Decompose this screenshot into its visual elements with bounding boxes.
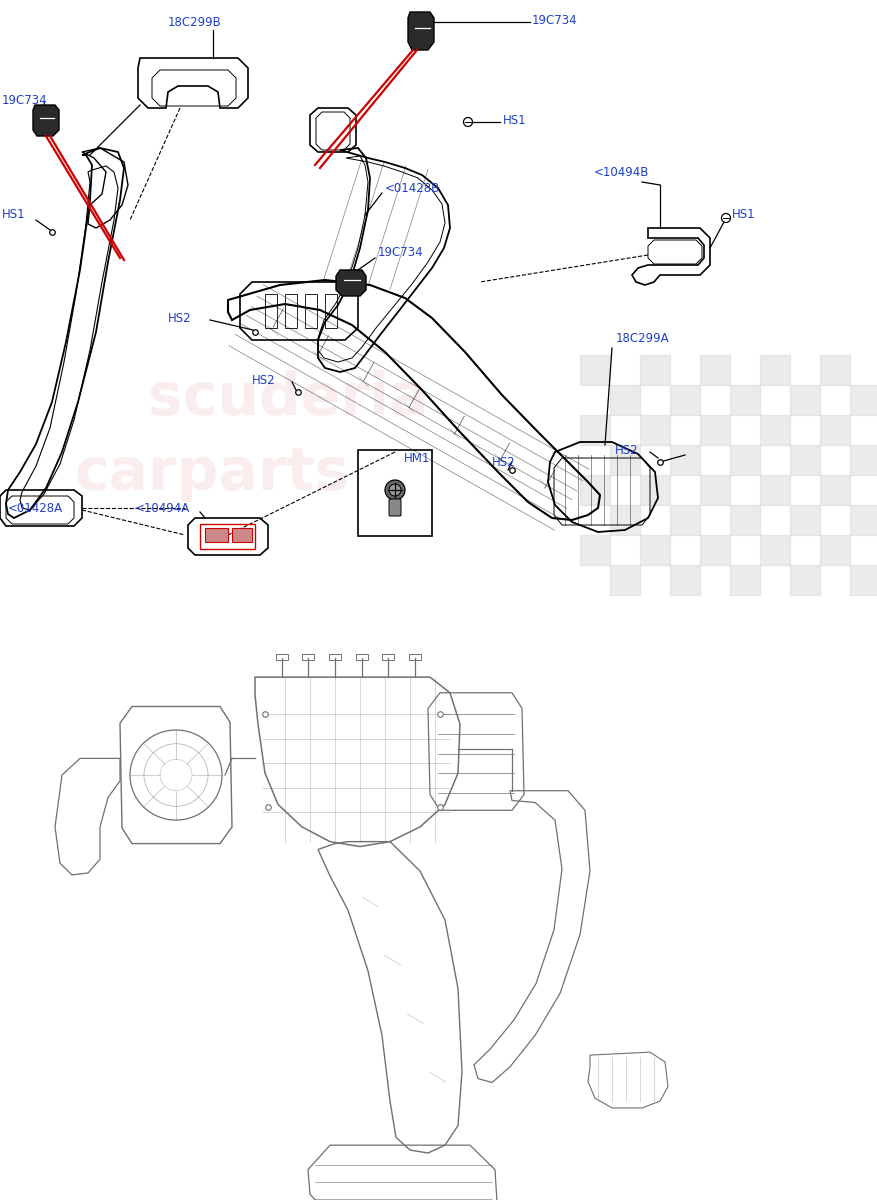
- Bar: [275, 654, 288, 660]
- Bar: [789, 445, 819, 475]
- Bar: [639, 475, 669, 505]
- Bar: [329, 654, 340, 660]
- Bar: [729, 565, 759, 595]
- Bar: [759, 355, 789, 385]
- Circle shape: [384, 480, 404, 500]
- Bar: [789, 565, 819, 595]
- Text: <01428A: <01428A: [8, 502, 63, 515]
- Bar: [381, 654, 394, 660]
- Bar: [849, 565, 877, 595]
- Text: <10494B: <10494B: [594, 166, 649, 179]
- Text: HS2: HS2: [168, 312, 191, 324]
- Text: carparts: carparts: [75, 445, 350, 502]
- Bar: [729, 505, 759, 535]
- Bar: [819, 415, 849, 445]
- FancyBboxPatch shape: [389, 499, 401, 516]
- Bar: [580, 355, 610, 385]
- Polygon shape: [408, 12, 433, 50]
- Bar: [669, 505, 699, 535]
- Bar: [610, 505, 639, 535]
- Bar: [355, 654, 367, 660]
- Bar: [699, 475, 729, 505]
- Text: HS1: HS1: [2, 209, 25, 222]
- Bar: [819, 355, 849, 385]
- Polygon shape: [204, 528, 228, 542]
- Bar: [669, 385, 699, 415]
- Bar: [699, 415, 729, 445]
- Text: <01428B: <01428B: [384, 181, 439, 194]
- Bar: [789, 385, 819, 415]
- Text: 19C734: 19C734: [531, 13, 577, 26]
- Polygon shape: [336, 270, 366, 296]
- Text: 19C734: 19C734: [2, 94, 47, 107]
- Bar: [729, 445, 759, 475]
- Bar: [849, 385, 877, 415]
- Bar: [639, 415, 669, 445]
- Bar: [759, 415, 789, 445]
- Bar: [610, 565, 639, 595]
- Text: HS2: HS2: [491, 456, 515, 468]
- Text: scuderia: scuderia: [148, 370, 428, 427]
- Bar: [849, 445, 877, 475]
- Bar: [302, 654, 314, 660]
- Bar: [759, 535, 789, 565]
- Text: HS1: HS1: [503, 114, 526, 126]
- Text: 19C734: 19C734: [378, 246, 423, 258]
- Bar: [849, 505, 877, 535]
- Bar: [759, 475, 789, 505]
- Bar: [699, 535, 729, 565]
- Bar: [639, 535, 669, 565]
- Text: HS2: HS2: [614, 444, 638, 456]
- Circle shape: [721, 214, 730, 222]
- Bar: [639, 355, 669, 385]
- Bar: [200, 524, 254, 550]
- Polygon shape: [33, 104, 59, 136]
- Bar: [819, 535, 849, 565]
- Text: 18C299B: 18C299B: [168, 16, 222, 29]
- Circle shape: [463, 118, 472, 126]
- Bar: [789, 505, 819, 535]
- Circle shape: [389, 484, 401, 496]
- Bar: [409, 654, 420, 660]
- Text: HS1: HS1: [731, 209, 755, 222]
- Bar: [610, 445, 639, 475]
- Bar: [819, 475, 849, 505]
- Text: HS2: HS2: [252, 373, 275, 386]
- Bar: [580, 475, 610, 505]
- Bar: [669, 565, 699, 595]
- Text: HM1: HM1: [403, 451, 430, 464]
- Text: 18C299A: 18C299A: [616, 331, 669, 344]
- Bar: [729, 385, 759, 415]
- Bar: [699, 355, 729, 385]
- Polygon shape: [232, 528, 252, 542]
- Bar: [610, 385, 639, 415]
- Bar: [580, 535, 610, 565]
- Text: <10494A: <10494A: [135, 502, 190, 515]
- Bar: [669, 445, 699, 475]
- Bar: [580, 415, 610, 445]
